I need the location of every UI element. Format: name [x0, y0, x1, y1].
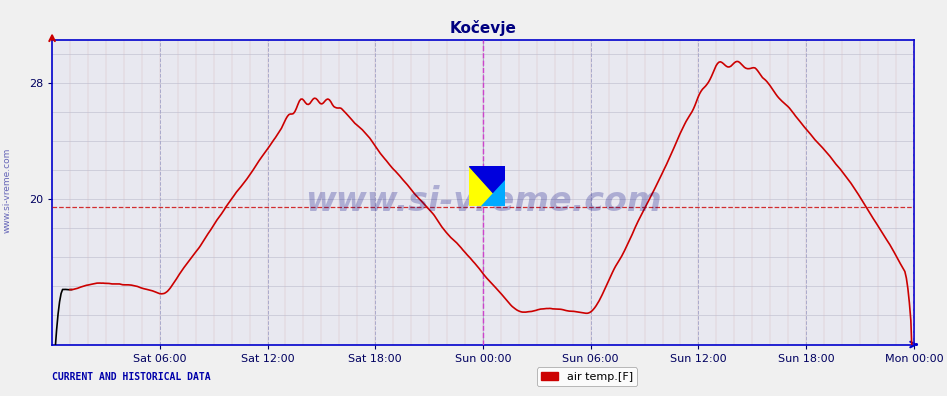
Polygon shape [469, 166, 505, 206]
Polygon shape [469, 166, 505, 206]
Text: CURRENT AND HISTORICAL DATA: CURRENT AND HISTORICAL DATA [52, 372, 211, 382]
Legend: air temp.[F]: air temp.[F] [537, 367, 637, 386]
Title: Kočevje: Kočevje [450, 20, 516, 36]
Text: www.si-vreme.com: www.si-vreme.com [305, 185, 661, 218]
Text: www.si-vreme.com: www.si-vreme.com [3, 147, 12, 233]
Polygon shape [481, 180, 505, 206]
